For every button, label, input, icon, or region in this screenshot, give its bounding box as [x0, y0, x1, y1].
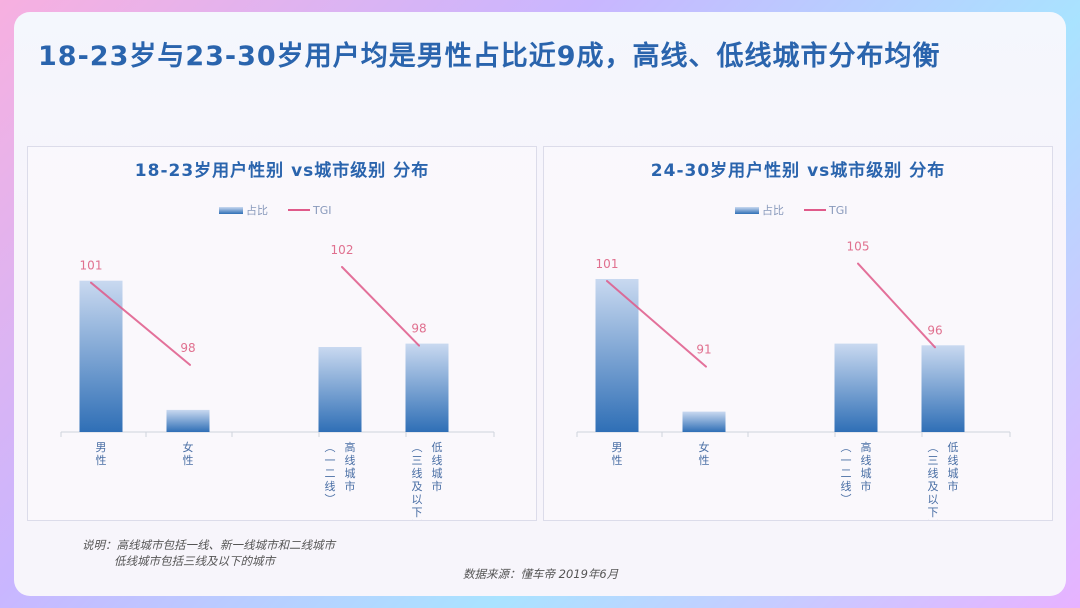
bar-2	[834, 343, 878, 432]
tgi-label-2: 105	[847, 240, 870, 254]
tgi-label-0: 101	[596, 257, 619, 271]
footnote-line-1: 说明：高线城市包括一线、新一线城市和二线城市	[82, 538, 335, 552]
category-label-char: 市	[432, 479, 443, 493]
bar-2	[318, 347, 362, 432]
bar-3	[405, 343, 449, 432]
category-label-char: 性	[183, 453, 194, 467]
category-label-char: 性	[699, 453, 710, 467]
slide-card	[14, 12, 1066, 596]
category-label-char: 一	[325, 454, 336, 467]
bar-1	[682, 411, 726, 432]
category-label-char: 下	[928, 506, 939, 519]
category-label-char: ︵	[412, 441, 423, 454]
category-label-char: 及	[928, 480, 939, 493]
tgi-label-2: 102	[331, 243, 354, 257]
category-label-char: 女	[699, 440, 710, 454]
category-label-char: 男	[612, 441, 623, 454]
category-label-char: ︶	[841, 493, 852, 506]
category-label-char: 及	[412, 480, 423, 493]
tgi-line-segment-1	[857, 262, 936, 349]
category-label-char: ︶	[928, 519, 939, 520]
tgi-line-segment-0	[90, 281, 191, 366]
chart-panel-2: 24-30岁用户性别 vs城市级别 分布 占比 TGI 101 91 105 96 男性女性高…	[543, 146, 1053, 521]
category-label-char: ︵	[928, 441, 939, 454]
category-label-char: ︵	[325, 441, 336, 454]
category-label-char: 三	[928, 454, 939, 467]
chart-panel-1: 18-23岁用户性别 vs城市级别 分布 占比 TGI 101 98 102 98 男性女性高…	[27, 146, 537, 521]
bar-0	[595, 279, 639, 432]
tgi-label-0: 101	[80, 259, 103, 273]
page-title: 18-23岁与23-30岁用户均是男性占比近9成，高线、低线城市分布均衡	[38, 41, 941, 72]
category-label-char: 城	[948, 467, 959, 480]
category-label-char: 性	[612, 453, 623, 467]
legend-label-share: 占比	[762, 203, 784, 217]
bar-1	[166, 409, 210, 432]
legend-label-tgi: TGI	[828, 204, 848, 217]
category-label-char: ︶	[325, 493, 336, 506]
category-label-char: 城	[432, 467, 443, 480]
data-source: 数据来源：懂车帝 2019年6月	[463, 567, 619, 581]
legend-label-tgi: TGI	[312, 204, 332, 217]
category-label-char: 城	[345, 467, 356, 480]
tgi-label-1: 98	[180, 341, 195, 355]
category-label-char: 线	[948, 453, 959, 467]
category-label-char: 线	[432, 453, 443, 467]
category-label-char: ︵	[841, 441, 852, 454]
category-label-char: 下	[412, 506, 423, 519]
category-label-char: 市	[948, 479, 959, 493]
footnote: 说明：高线城市包括一线、新一线城市和二线城市 低线城市包括三线及以下的城市	[82, 537, 335, 569]
category-label-char: 二	[325, 467, 336, 480]
tgi-label-1: 91	[696, 343, 711, 357]
category-label-char: 男	[96, 441, 107, 454]
category-label-char: 城	[861, 467, 872, 480]
tgi-label-3: 96	[927, 323, 942, 337]
category-label-char: 女	[183, 440, 194, 454]
tgi-label-3: 98	[411, 322, 426, 336]
chart-title: 18-23岁用户性别 vs城市级别 分布	[135, 160, 429, 181]
category-label-char: 高	[861, 440, 872, 454]
chart-title: 24-30岁用户性别 vs城市级别 分布	[651, 160, 945, 181]
category-label-char: 性	[96, 453, 107, 467]
category-label-char: 低	[948, 441, 959, 454]
legend-swatch-share	[219, 207, 243, 214]
legend-label-share: 占比	[246, 203, 268, 217]
category-label-char: 一	[841, 454, 852, 467]
category-label-char: 市	[861, 479, 872, 493]
bar-0	[79, 280, 123, 432]
category-label-char: 三	[412, 454, 423, 467]
category-label-char: ︶	[412, 519, 423, 520]
category-label-char: 高	[345, 440, 356, 454]
category-label-char: 市	[345, 479, 356, 493]
category-label-char: 线	[412, 466, 423, 480]
category-label-char: 低	[432, 441, 443, 454]
category-label-char: 以	[928, 493, 939, 506]
footnote-line-2: 低线城市包括三线及以下的城市	[114, 554, 275, 568]
tgi-line-segment-0	[606, 280, 707, 368]
category-label-char: 线	[928, 466, 939, 480]
category-label-char: 二	[841, 467, 852, 480]
category-label-char: 线	[841, 479, 852, 493]
bar-3	[921, 345, 965, 432]
category-label-char: 线	[861, 453, 872, 467]
category-label-char: 以	[412, 493, 423, 506]
legend-swatch-share	[735, 207, 759, 214]
tgi-line-segment-1	[341, 266, 420, 347]
category-label-char: 线	[325, 479, 336, 493]
category-label-char: 线	[345, 453, 356, 467]
